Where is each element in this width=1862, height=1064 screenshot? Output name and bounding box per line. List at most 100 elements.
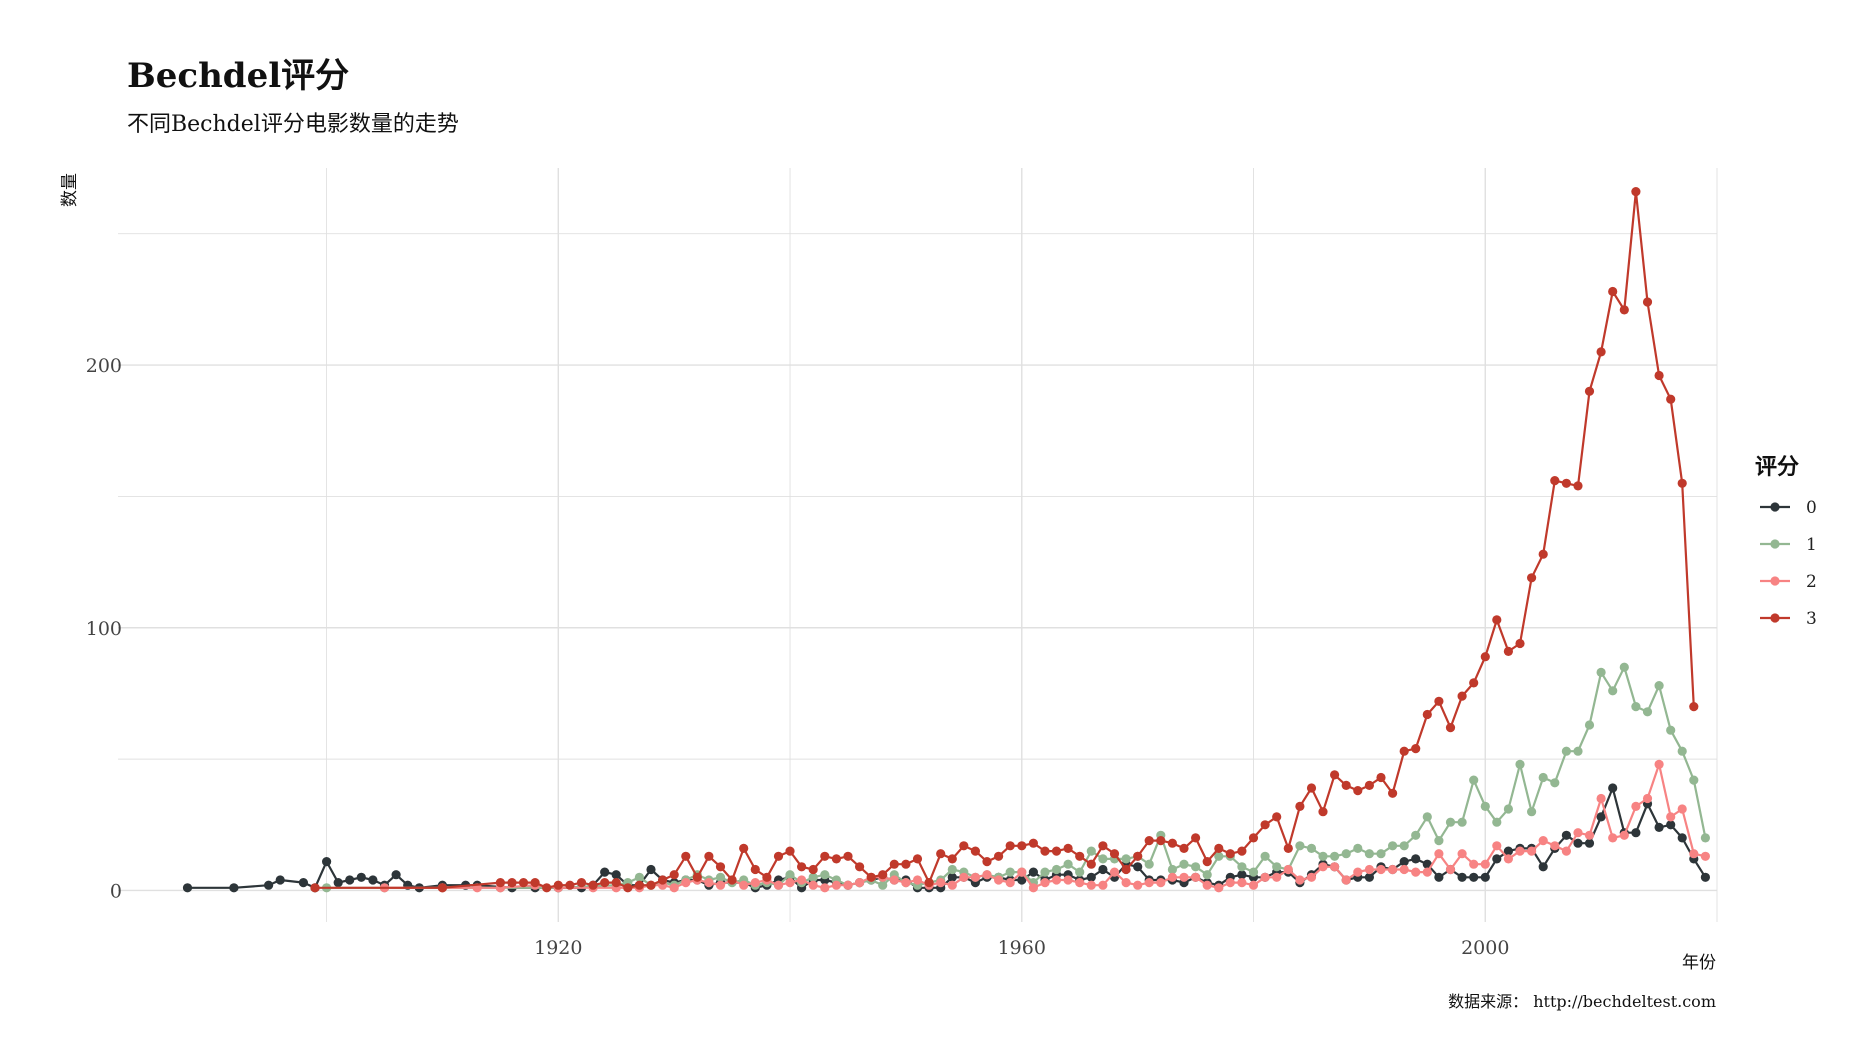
data-point (1086, 859, 1096, 869)
data-point (1330, 770, 1340, 780)
data-point (345, 875, 355, 885)
data-point (994, 875, 1004, 885)
data-point (843, 880, 853, 890)
data-point (1306, 872, 1317, 882)
data-point (831, 880, 842, 890)
data-point (1109, 849, 1120, 859)
data-point (982, 857, 992, 867)
data-point (1411, 867, 1421, 877)
data-point (889, 859, 899, 869)
data-point (1573, 746, 1583, 756)
data-point (1492, 854, 1502, 864)
data-point (1584, 838, 1595, 848)
data-point (542, 883, 552, 893)
data-point (1248, 867, 1259, 877)
data-point (1480, 859, 1490, 869)
legend: 评分 0 1 2 3 (1755, 454, 1817, 629)
data-point (495, 878, 505, 888)
data-point (1596, 347, 1606, 357)
data-point (1666, 394, 1676, 404)
data-point (1492, 615, 1502, 625)
data-point (1654, 759, 1664, 770)
data-point (1191, 872, 1201, 882)
data-point (1608, 686, 1618, 696)
data-point (1411, 830, 1421, 840)
data-point (1156, 836, 1166, 846)
data-point (1017, 875, 1027, 885)
data-point (1133, 851, 1143, 861)
data-point (808, 872, 818, 882)
data-point (1480, 801, 1490, 812)
series-2 (379, 759, 1710, 893)
data-point (1538, 862, 1548, 872)
data-point (855, 878, 865, 888)
data-point (1214, 851, 1224, 861)
data-point (1642, 707, 1653, 717)
data-point (1457, 691, 1467, 701)
data-point (298, 878, 308, 888)
data-point (1457, 872, 1467, 882)
data-point (878, 880, 888, 890)
data-point (1028, 838, 1038, 848)
data-point (797, 862, 807, 872)
chart-caption: 数据来源： http://bechdeltest.com (1448, 992, 1716, 1011)
data-point (1399, 841, 1409, 851)
x-axis-label: 年份 (1682, 953, 1716, 973)
data-point (1364, 780, 1374, 791)
data-point (1677, 804, 1687, 814)
data-point (1388, 841, 1398, 851)
data-point (959, 841, 969, 851)
data-point (1376, 864, 1386, 875)
series-line (315, 190, 1695, 889)
data-point (1214, 883, 1224, 893)
data-point (1492, 841, 1502, 851)
data-point (1167, 838, 1177, 848)
data-point (912, 854, 923, 864)
data-point (1318, 807, 1328, 817)
data-point (1584, 720, 1595, 730)
data-point (611, 878, 621, 888)
data-point (600, 878, 610, 888)
data-point (1503, 854, 1513, 864)
data-point (1272, 812, 1282, 822)
data-point (750, 878, 760, 888)
data-point (727, 875, 737, 885)
data-point (1700, 833, 1710, 843)
data-point (1075, 851, 1085, 861)
data-point (692, 872, 702, 882)
data-point (773, 851, 784, 861)
data-point (1005, 878, 1015, 888)
data-point (1527, 846, 1537, 856)
data-point (750, 864, 760, 875)
data-point (715, 872, 726, 882)
data-point (704, 851, 714, 861)
data-point (681, 851, 691, 861)
data-point (1654, 822, 1664, 833)
data-point (947, 872, 957, 882)
data-point (333, 878, 343, 888)
data-point (658, 875, 668, 885)
data-point (1248, 880, 1259, 890)
legend-label: 0 (1806, 498, 1817, 518)
data-point (1527, 573, 1537, 583)
data-point (391, 870, 401, 880)
data-point (1434, 849, 1444, 859)
data-point (1689, 775, 1699, 785)
data-point (820, 870, 830, 880)
data-point (1561, 830, 1571, 840)
data-point (1422, 867, 1432, 877)
data-point (681, 878, 691, 888)
data-point (576, 878, 587, 888)
data-point (889, 875, 899, 885)
data-point (229, 883, 239, 893)
data-point (1619, 305, 1629, 315)
data-point (1469, 859, 1479, 869)
data-point (831, 854, 842, 864)
data-point (1631, 801, 1641, 812)
data-point (565, 880, 575, 890)
data-point (1515, 759, 1525, 770)
data-point (1121, 878, 1131, 888)
x-tick-label: 1960 (998, 937, 1046, 959)
data-point (1469, 872, 1479, 882)
